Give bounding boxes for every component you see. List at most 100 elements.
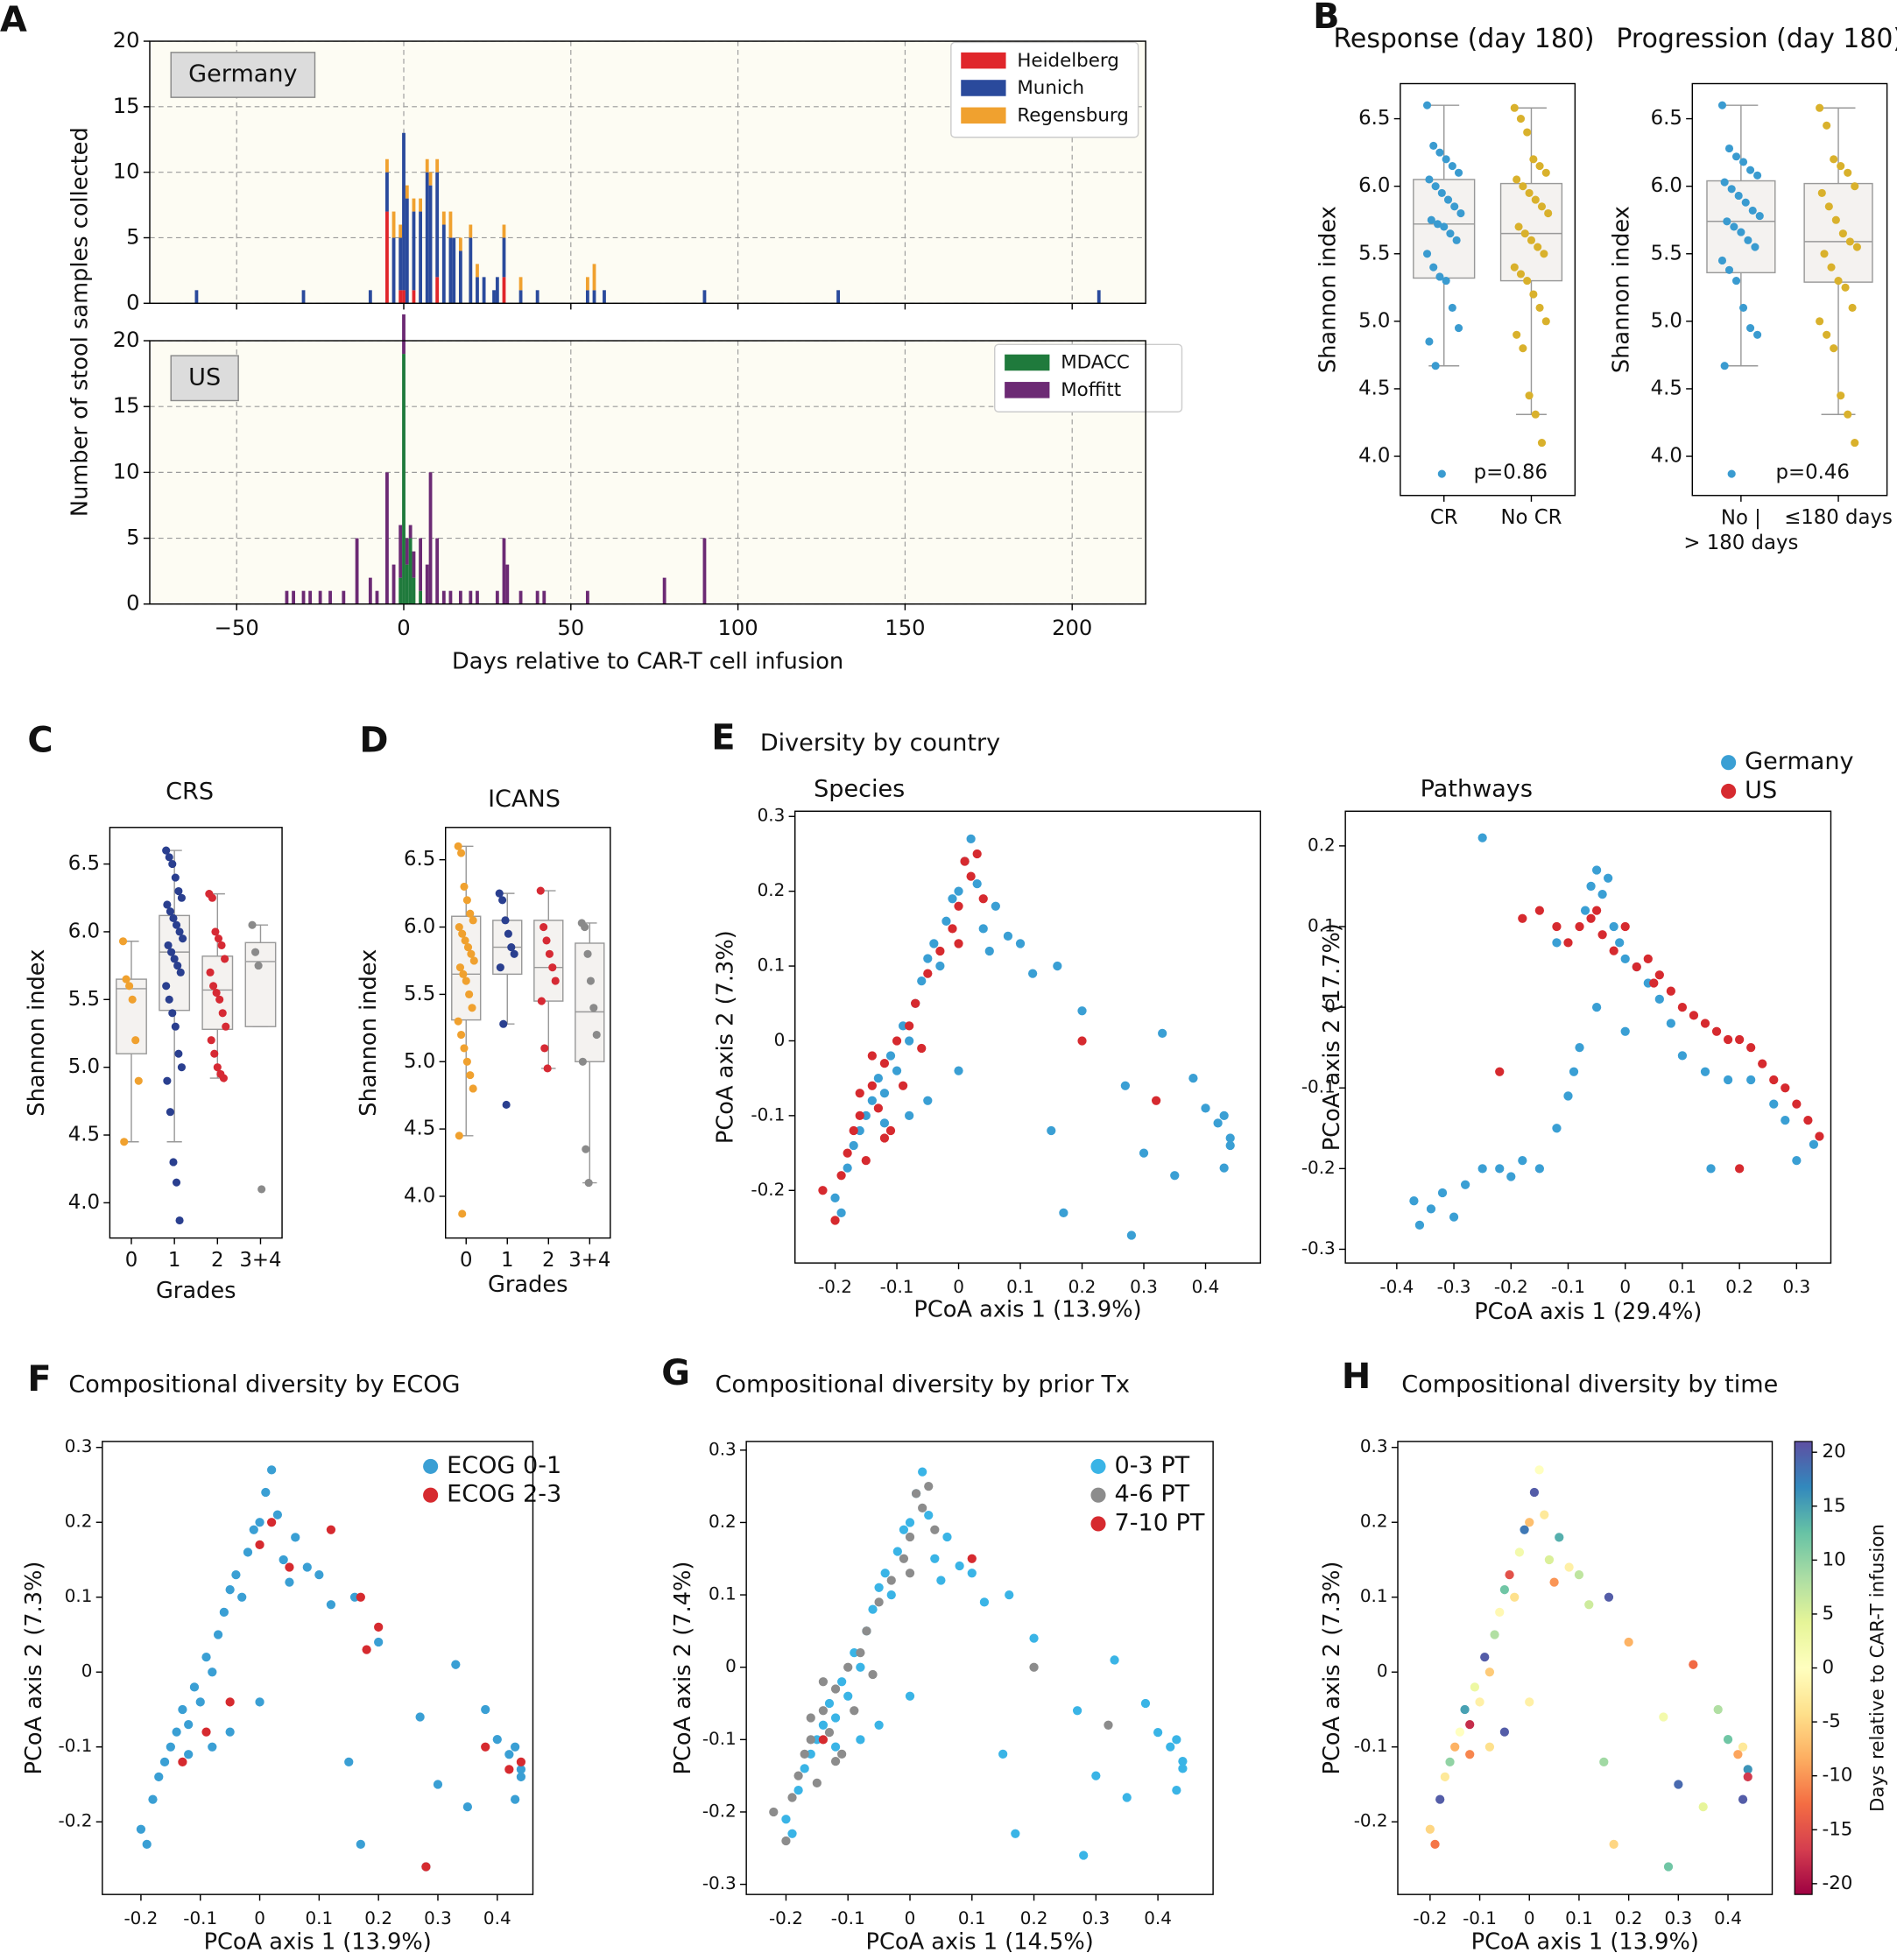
point <box>543 1064 552 1073</box>
x-tick-label: 0 <box>953 1276 964 1297</box>
point <box>1541 317 1550 326</box>
point <box>1446 229 1455 238</box>
bar <box>518 290 523 304</box>
legend-label: 7-10 PT <box>1115 1509 1205 1536</box>
plot-frame <box>1400 82 1576 497</box>
point <box>257 1185 266 1194</box>
point <box>1574 1569 1584 1580</box>
point <box>1727 469 1736 478</box>
point <box>1824 202 1833 211</box>
point <box>905 1691 915 1701</box>
point <box>836 1171 846 1181</box>
point <box>1609 946 1618 955</box>
point <box>1552 938 1562 948</box>
x-tick-label: 0.4 <box>1144 1907 1172 1928</box>
bar <box>495 277 499 304</box>
bar <box>495 590 499 604</box>
point <box>1674 1780 1683 1789</box>
point <box>1513 330 1521 339</box>
point <box>584 1179 593 1188</box>
point <box>1746 1043 1756 1053</box>
bar <box>408 538 413 604</box>
point <box>1531 410 1540 419</box>
bar <box>285 590 289 604</box>
point <box>212 989 221 998</box>
point <box>540 1044 549 1053</box>
y-tick-label: 10 <box>113 459 140 483</box>
plot-frame <box>102 1441 534 1895</box>
point <box>1541 168 1550 177</box>
bar <box>402 290 405 304</box>
point <box>1435 148 1444 157</box>
point <box>455 963 465 972</box>
point <box>1731 277 1741 286</box>
legend-label: Germany <box>1745 748 1853 775</box>
point <box>1844 168 1852 177</box>
point <box>455 922 463 932</box>
bar <box>502 224 506 238</box>
point <box>148 1794 158 1804</box>
y-tick-label: 0 <box>725 1655 737 1676</box>
point <box>184 1719 194 1730</box>
point <box>159 1757 170 1766</box>
y-tick-label: 20 <box>113 328 140 352</box>
bar <box>402 354 405 604</box>
point <box>504 929 512 938</box>
chart-title: CRS <box>166 778 214 805</box>
point <box>169 913 178 923</box>
point <box>1506 1172 1516 1181</box>
point <box>1816 103 1824 112</box>
bar <box>518 277 523 291</box>
x-tick-label: 0 <box>254 1907 265 1928</box>
point <box>1555 1533 1564 1542</box>
point <box>850 1706 859 1716</box>
point <box>1706 1164 1716 1174</box>
bar <box>502 538 506 604</box>
point <box>1437 188 1446 197</box>
legend-label: US <box>1745 777 1777 804</box>
x-tick-label: 200 <box>1052 616 1092 640</box>
x-tick-label: 0.1 <box>1565 1907 1593 1928</box>
point <box>1851 182 1859 191</box>
point <box>1769 1075 1779 1085</box>
point <box>1738 303 1748 312</box>
point <box>166 1742 175 1752</box>
box <box>116 978 147 1054</box>
point <box>1079 1851 1089 1860</box>
point <box>1531 195 1540 204</box>
bar <box>405 564 409 604</box>
point <box>136 1824 146 1834</box>
point <box>936 1576 946 1585</box>
point <box>1443 195 1453 204</box>
point <box>1122 1793 1132 1802</box>
point <box>219 1074 228 1082</box>
point <box>1717 256 1727 265</box>
point <box>1495 1164 1505 1174</box>
point <box>466 1071 475 1080</box>
point <box>1225 1133 1235 1143</box>
panel-letter: A <box>0 0 27 40</box>
point <box>978 894 988 904</box>
point <box>1586 881 1596 892</box>
point <box>967 1554 977 1563</box>
bar <box>502 277 506 304</box>
point <box>1751 243 1759 251</box>
point <box>1529 290 1538 299</box>
point <box>930 1554 940 1563</box>
x-tick-label: 2 <box>542 1249 555 1272</box>
y-tick-label: -0.2 <box>1301 1157 1336 1178</box>
y-tick-label: 6.5 <box>404 848 435 871</box>
bar <box>328 590 332 604</box>
point <box>1549 1577 1559 1587</box>
bar <box>702 538 707 604</box>
point <box>998 1749 1008 1759</box>
point <box>201 1653 211 1662</box>
point <box>1425 337 1434 346</box>
point <box>1011 1829 1020 1838</box>
point <box>462 1802 473 1812</box>
x-tick-label: -0.2 <box>1413 1907 1447 1928</box>
point <box>1427 215 1435 224</box>
point <box>1535 161 1544 171</box>
